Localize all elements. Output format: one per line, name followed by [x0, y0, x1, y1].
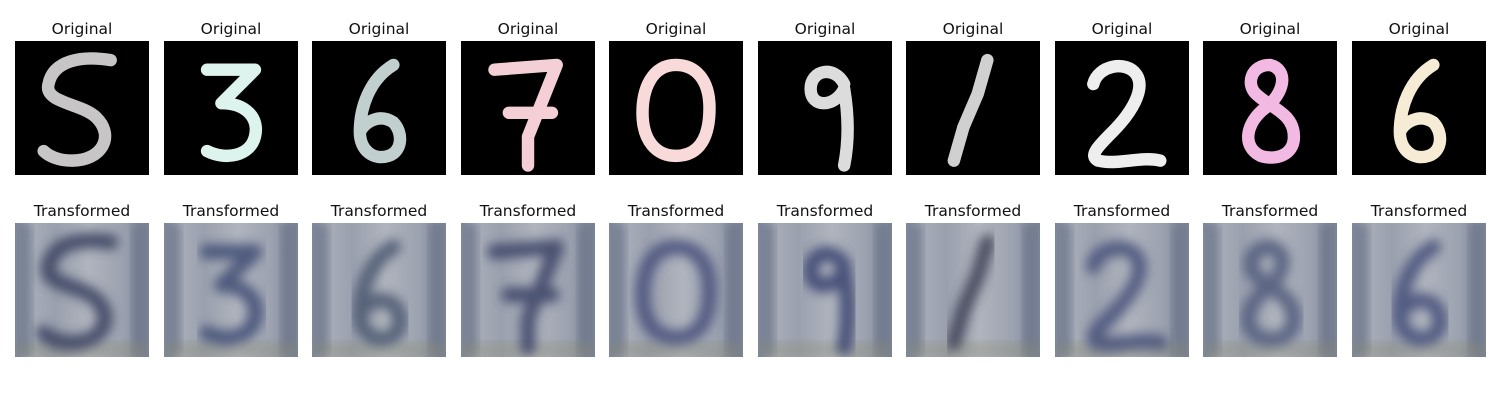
transformed-title: Transformed [1221, 202, 1319, 220]
transformed-image [312, 223, 446, 357]
original-image [164, 41, 298, 175]
original-image [1203, 41, 1337, 175]
transformed-title: Transformed [776, 202, 874, 220]
original-title: Original [348, 20, 410, 38]
transformed-image [15, 223, 149, 357]
transformed-image [1352, 223, 1486, 357]
original-title: Original [51, 20, 113, 38]
original-image [312, 41, 446, 175]
original-title: Original [200, 20, 262, 38]
original-image [609, 41, 743, 175]
transformed-title: Transformed [627, 202, 725, 220]
transformed-title: Transformed [330, 202, 428, 220]
transformed-title: Transformed [33, 202, 131, 220]
transformed-image [758, 223, 892, 357]
original-title: Original [1091, 20, 1153, 38]
transformed-image [1203, 223, 1337, 357]
original-title: Original [794, 20, 856, 38]
original-image [906, 41, 1040, 175]
transformed-image [461, 223, 595, 357]
original-image [1352, 41, 1486, 175]
transformed-image [1055, 223, 1189, 357]
original-image [1055, 41, 1189, 175]
transformed-title: Transformed [479, 202, 577, 220]
original-image [461, 41, 595, 175]
transformed-image [609, 223, 743, 357]
original-title: Original [942, 20, 1004, 38]
original-title: Original [1388, 20, 1450, 38]
original-image [15, 41, 149, 175]
transformed-title: Transformed [924, 202, 1022, 220]
original-image [758, 41, 892, 175]
transformed-title: Transformed [182, 202, 280, 220]
original-title: Original [497, 20, 559, 38]
transformed-image [906, 223, 1040, 357]
transformed-title: Transformed [1073, 202, 1171, 220]
transformed-title: Transformed [1370, 202, 1468, 220]
original-title: Original [645, 20, 707, 38]
original-title: Original [1239, 20, 1301, 38]
transformed-image [164, 223, 298, 357]
